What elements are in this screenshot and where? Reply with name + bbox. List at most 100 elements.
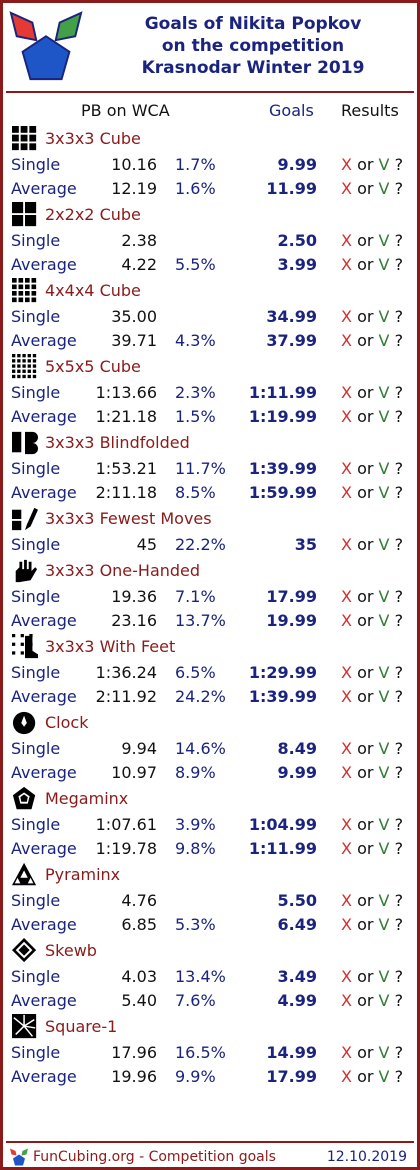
improvement-percent: 5.5% (175, 255, 216, 274)
result-or: or (357, 155, 374, 174)
improvement-percent: 22.2% (175, 535, 226, 554)
result-q: ? (394, 687, 404, 706)
result-row: Single 19.36 7.1% 17.99 X or V ? (3, 585, 417, 609)
goal-value: 3.99 (277, 255, 317, 274)
column-headers: PB on WCA Goals Results (3, 99, 417, 123)
result-row: Single 1:13.66 2.3% 1:11.99 X or V ? (3, 381, 417, 405)
improvement-percent: 1.7% (175, 155, 216, 174)
event-name: 3x3x3 Blindfolded (45, 433, 190, 452)
result-x: X (341, 483, 352, 502)
result-x: X (341, 839, 352, 858)
result-v: V (378, 739, 390, 758)
result-marker: X or V ? (341, 915, 403, 934)
result-x: X (341, 587, 352, 606)
blindfolded-icon (12, 431, 38, 455)
event-block: Megaminx Single 1:07.61 3.9% 1:04.99 X or V ?… (3, 785, 417, 861)
improvement-percent: 3.9% (175, 815, 216, 834)
pb-value: 35.00 (111, 307, 157, 326)
result-marker: X or V ? (341, 459, 403, 478)
pb-value: 1:13.66 (95, 383, 157, 402)
header-divider (6, 91, 414, 93)
event-name: 3x3x3 Fewest Moves (45, 509, 212, 528)
result-type: Average (11, 483, 77, 502)
result-type: Average (11, 179, 77, 198)
event-header: Skewb (3, 937, 417, 965)
goal-value: 2.50 (277, 231, 317, 250)
result-x: X (341, 991, 352, 1010)
events-list: 3x3x3 Cube Single 10.16 1.7% 9.99 X or V ? Ave… (3, 125, 417, 1089)
result-type: Single (11, 535, 61, 554)
cube-5x5-icon (12, 354, 37, 379)
event-header: Pyraminx (3, 861, 417, 889)
result-row: Single 4.76 5.50 X or V ? (3, 889, 417, 913)
result-or: or (357, 663, 374, 682)
result-q: ? (394, 255, 404, 274)
result-x: X (341, 891, 352, 910)
result-or: or (357, 331, 374, 350)
result-v: V (378, 815, 390, 834)
result-or: or (357, 915, 374, 934)
event-block: Clock Single 9.94 14.6% 8.49 X or V ? Average 1… (3, 709, 417, 785)
result-or: or (357, 1043, 374, 1062)
improvement-percent: 11.7% (175, 459, 226, 478)
goal-value: 9.99 (277, 763, 317, 782)
goal-value: 17.99 (266, 1067, 317, 1086)
goal-value: 5.50 (277, 891, 317, 910)
pb-value: 9.94 (121, 739, 157, 758)
event-header: 4x4x4 Cube (3, 277, 417, 305)
footer: FunCubing.org - Competition goals 12.10.… (3, 1147, 417, 1169)
result-v: V (378, 967, 390, 986)
square-1-icon (12, 1014, 37, 1039)
clock-icon (12, 711, 36, 735)
result-x: X (341, 535, 352, 554)
pb-value: 4.22 (121, 255, 157, 274)
result-q: ? (394, 407, 404, 426)
result-row: Single 4.03 13.4% 3.49 X or V ? (3, 965, 417, 989)
pb-value: 4.76 (121, 891, 157, 910)
result-marker: X or V ? (341, 763, 403, 782)
pb-value: 1:36.24 (95, 663, 157, 682)
goal-value: 8.49 (277, 739, 317, 758)
result-v: V (378, 407, 390, 426)
result-q: ? (394, 1067, 404, 1086)
result-x: X (341, 255, 352, 274)
title-line-2: on the competition (161, 36, 345, 56)
improvement-percent: 8.5% (175, 483, 216, 502)
result-or: or (357, 967, 374, 986)
result-marker: X or V ? (341, 815, 403, 834)
improvement-percent: 2.3% (175, 383, 216, 402)
result-v: V (378, 383, 390, 402)
result-q: ? (394, 663, 404, 682)
megaminx-icon (12, 786, 36, 810)
improvement-percent: 24.2% (175, 687, 226, 706)
result-marker: X or V ? (341, 687, 403, 706)
result-q: ? (394, 611, 404, 630)
header: Goals of Nikita Popkov on the competitio… (3, 3, 417, 91)
pb-value: 19.96 (111, 1067, 157, 1086)
result-marker: X or V ? (341, 383, 403, 402)
pb-value: 23.16 (111, 611, 157, 630)
improvement-percent: 13.7% (175, 611, 226, 630)
pb-value: 10.16 (111, 155, 157, 174)
result-or: or (357, 483, 374, 502)
pb-value: 5.40 (121, 991, 157, 1010)
footer-site-link[interactable]: FunCubing.org - Competition goals (33, 1149, 276, 1165)
result-row: Average 5.40 7.6% 4.99 X or V ? (3, 989, 417, 1013)
result-row: Average 39.71 4.3% 37.99 X or V ? (3, 329, 417, 353)
goal-value: 9.99 (277, 155, 317, 174)
result-marker: X or V ? (341, 587, 403, 606)
result-row: Average 1:19.78 9.8% 1:11.99 X or V ? (3, 837, 417, 861)
result-marker: X or V ? (341, 179, 403, 198)
result-q: ? (394, 459, 404, 478)
event-name: 3x3x3 One-Handed (45, 561, 201, 580)
result-row: Average 2:11.18 8.5% 1:59.99 X or V ? (3, 481, 417, 505)
event-name: 2x2x2 Cube (45, 205, 141, 224)
result-q: ? (394, 1043, 404, 1062)
pb-column-header: PB on WCA (81, 101, 170, 120)
result-v: V (378, 611, 390, 630)
result-x: X (341, 383, 352, 402)
result-marker: X or V ? (341, 839, 403, 858)
goal-value: 6.49 (277, 915, 317, 934)
improvement-percent: 14.6% (175, 739, 226, 758)
